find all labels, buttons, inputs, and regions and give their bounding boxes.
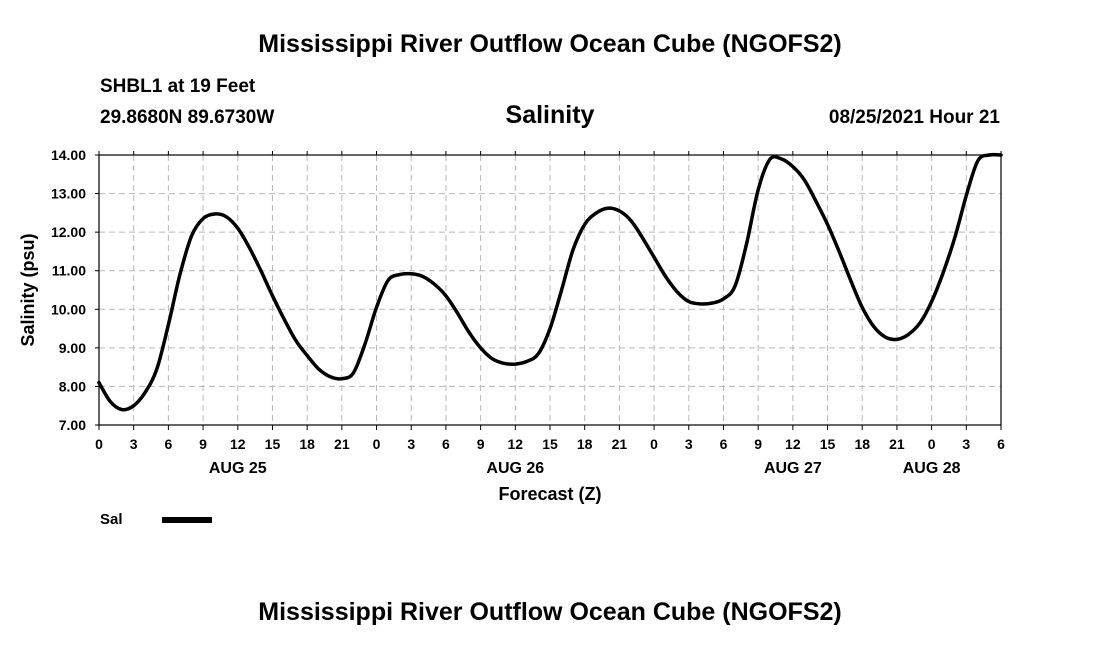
x-tick-label: 21	[334, 436, 350, 452]
x-tick-label: 9	[754, 436, 762, 452]
x-tick-label: 12	[785, 436, 801, 452]
y-tick-label: 10.00	[51, 301, 86, 317]
date-labels: AUG 25 AUG 26 AUG 27 AUG 28	[209, 460, 961, 477]
x-tick-label: 12	[230, 436, 246, 452]
y-tick-label: 11.00	[52, 263, 86, 279]
y-tick-labels: 7.00 8.00 9.00 10.00 11.00 12.00 13.00 14.00	[51, 147, 86, 433]
x-tick-label: 18	[299, 436, 315, 452]
x-tick-label: 0	[928, 436, 936, 452]
x-tick-label: 21	[612, 436, 628, 452]
date-label: AUG 28	[903, 460, 961, 477]
x-tick-label: 21	[889, 436, 905, 452]
legend-swatch	[162, 517, 212, 523]
y-tick-label: 13.00	[51, 186, 86, 202]
x-tick-label: 15	[820, 436, 836, 452]
y-axis-title: Salinity (psu)	[18, 233, 38, 346]
chart-title: Salinity	[505, 101, 595, 129]
x-tick-label: 3	[962, 436, 970, 452]
coordinates-label: 29.8680N 89.6730W	[100, 107, 275, 128]
series-line-sal	[97, 152, 1003, 412]
x-tick-label: 3	[130, 436, 138, 452]
y-tick-label: 8.00	[59, 378, 86, 394]
x-tick-label: 9	[199, 436, 207, 452]
x-tick-label: 3	[407, 436, 415, 452]
forecast-timestamp: 08/25/2021 Hour 21	[828, 107, 1000, 128]
x-tick-labels: 0 3 6 9 12 15 18 21 0 3 6 9 12 15 18 21 0 3 6 9 12 15 18 21 0 3 6	[95, 436, 1005, 452]
y-tick-label: 12.00	[51, 224, 86, 240]
x-tick-label: 0	[95, 436, 103, 452]
date-label: AUG 27	[764, 460, 822, 477]
axis-ticks	[95, 151, 1002, 430]
y-tick-label: 9.00	[59, 340, 86, 356]
station-label: SHBL1 at 19 Feet	[100, 76, 256, 97]
grid	[99, 155, 1001, 425]
y-tick-label: 7.00	[59, 417, 86, 433]
x-tick-label: 15	[542, 436, 558, 452]
x-tick-label: 0	[373, 436, 381, 452]
x-tick-label: 18	[854, 436, 870, 452]
x-tick-label: 6	[720, 436, 728, 452]
x-tick-label: 3	[685, 436, 693, 452]
x-tick-label: 0	[650, 436, 658, 452]
date-label: AUG 25	[209, 460, 267, 477]
x-tick-label: 6	[442, 436, 450, 452]
footer-title: Mississippi River Outflow Ocean Cube (NG…	[258, 598, 842, 626]
y-tick-label: 14.00	[51, 147, 86, 163]
x-tick-label: 15	[265, 436, 281, 452]
x-tick-label: 6	[164, 436, 172, 452]
salinity-chart: 7.00 8.00 9.00 10.00 11.00 12.00 13.00 14.00 0 3…	[18, 147, 1005, 528]
date-label: AUG 26	[486, 460, 544, 477]
x-axis-title: Forecast (Z)	[498, 484, 601, 504]
x-tick-label: 9	[477, 436, 485, 452]
x-tick-label: 6	[997, 436, 1005, 452]
main-title: Mississippi River Outflow Ocean Cube (NG…	[258, 30, 842, 58]
x-tick-label: 18	[577, 436, 593, 452]
x-tick-label: 12	[508, 436, 524, 452]
legend-label: Sal	[100, 511, 123, 528]
